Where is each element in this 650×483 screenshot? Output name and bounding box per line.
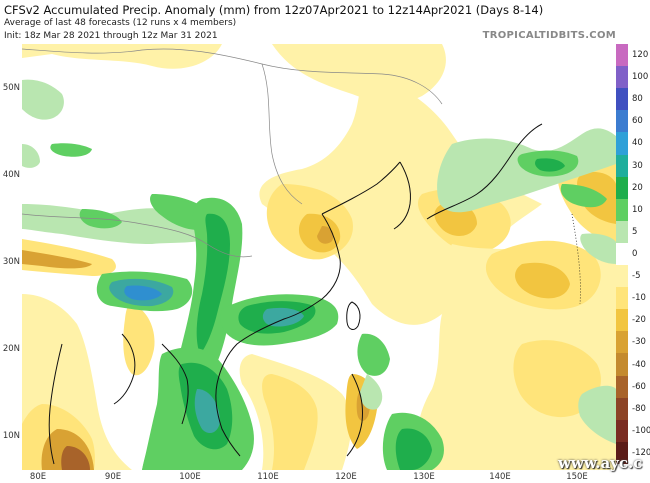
colorbar-tick-label: -60 — [632, 381, 646, 392]
colorbar-segment — [616, 419, 628, 443]
colorbar-tick-label: 60 — [632, 116, 643, 127]
colorbar-tick-label: -40 — [632, 359, 646, 370]
colorbar-tick-label: -100 — [632, 425, 650, 436]
colorbar-tick-label: 30 — [632, 160, 643, 171]
colorbar-tick-label: 120 — [632, 50, 649, 61]
colorbar-segment — [616, 265, 628, 288]
lat-label-40n: 40N — [2, 170, 20, 180]
colorbar-tick-label: 5 — [632, 226, 638, 237]
colorbar-tick-label: 20 — [632, 182, 643, 193]
colorbar-tick-label: -30 — [632, 337, 646, 348]
colorbar-segment — [616, 132, 628, 155]
lat-label-10n: 10N — [2, 431, 20, 441]
lon-label-130e: 130E — [413, 472, 435, 482]
colorbar-segment — [616, 66, 628, 89]
lon-label-110e: 110E — [257, 472, 279, 482]
lon-label-90e: 90E — [104, 472, 122, 482]
lon-label-80e: 80E — [29, 472, 47, 482]
colorbar-tick-label: -80 — [632, 403, 646, 414]
map-subtitle: Average of last 48 forecasts (12 runs x … — [4, 18, 237, 28]
lon-label-100e: 100E — [179, 472, 201, 482]
colorbar-tick-label: 0 — [632, 249, 638, 259]
colorbar-segment — [616, 154, 628, 178]
wet-anomaly-fields — [22, 79, 616, 470]
colorbar-segment — [616, 88, 628, 111]
lat-label-20n: 20N — [2, 344, 20, 354]
colorbar-tick-label: 100 — [632, 72, 649, 83]
precip-anomaly-map — [22, 44, 616, 470]
lon-label-120e: 120E — [335, 472, 357, 482]
dry-anomaly-fields — [22, 44, 616, 470]
colorbar-segment — [616, 287, 628, 310]
colorbar-segment — [616, 353, 628, 377]
colorbar — [616, 44, 628, 465]
map-title: CFSv2 Accumulated Precip. Anomaly (mm) f… — [4, 3, 544, 17]
colorbar-tick-label: -5 — [632, 271, 641, 282]
colorbar-segment — [616, 198, 628, 222]
colorbar-segment — [616, 220, 628, 244]
colorbar-tick-label: 10 — [632, 204, 643, 215]
colorbar-tick-label: -120 — [632, 447, 650, 458]
colorbar-segment — [616, 242, 628, 266]
coastlines — [22, 48, 581, 465]
colorbar-segment — [616, 44, 628, 67]
lat-label-30n: 30N — [2, 257, 20, 267]
colorbar-segment — [616, 397, 628, 421]
colorbar-segment — [616, 176, 628, 200]
colorbar-tick-label: 40 — [632, 138, 643, 149]
lon-label-140e: 140E — [489, 472, 511, 482]
colorbar-tick-label: -20 — [632, 315, 646, 326]
watermark: www.ayc.c — [558, 454, 643, 472]
credit-text: TROPICALTIDBITS.COM — [482, 30, 616, 41]
map-canvas — [22, 44, 616, 470]
colorbar-tick-label: 80 — [632, 94, 643, 105]
colorbar-segment — [616, 110, 628, 133]
lon-label-150e: 150E — [566, 472, 588, 482]
colorbar-tick-label: -10 — [632, 293, 646, 304]
lat-label-50n: 50N — [2, 83, 20, 93]
colorbar-segment — [616, 309, 628, 332]
colorbar-segment — [616, 441, 628, 465]
colorbar-segment — [616, 375, 628, 399]
init-time: Init: 18z Mar 28 2021 through 12z Mar 31… — [4, 31, 218, 41]
colorbar-segment — [616, 331, 628, 354]
